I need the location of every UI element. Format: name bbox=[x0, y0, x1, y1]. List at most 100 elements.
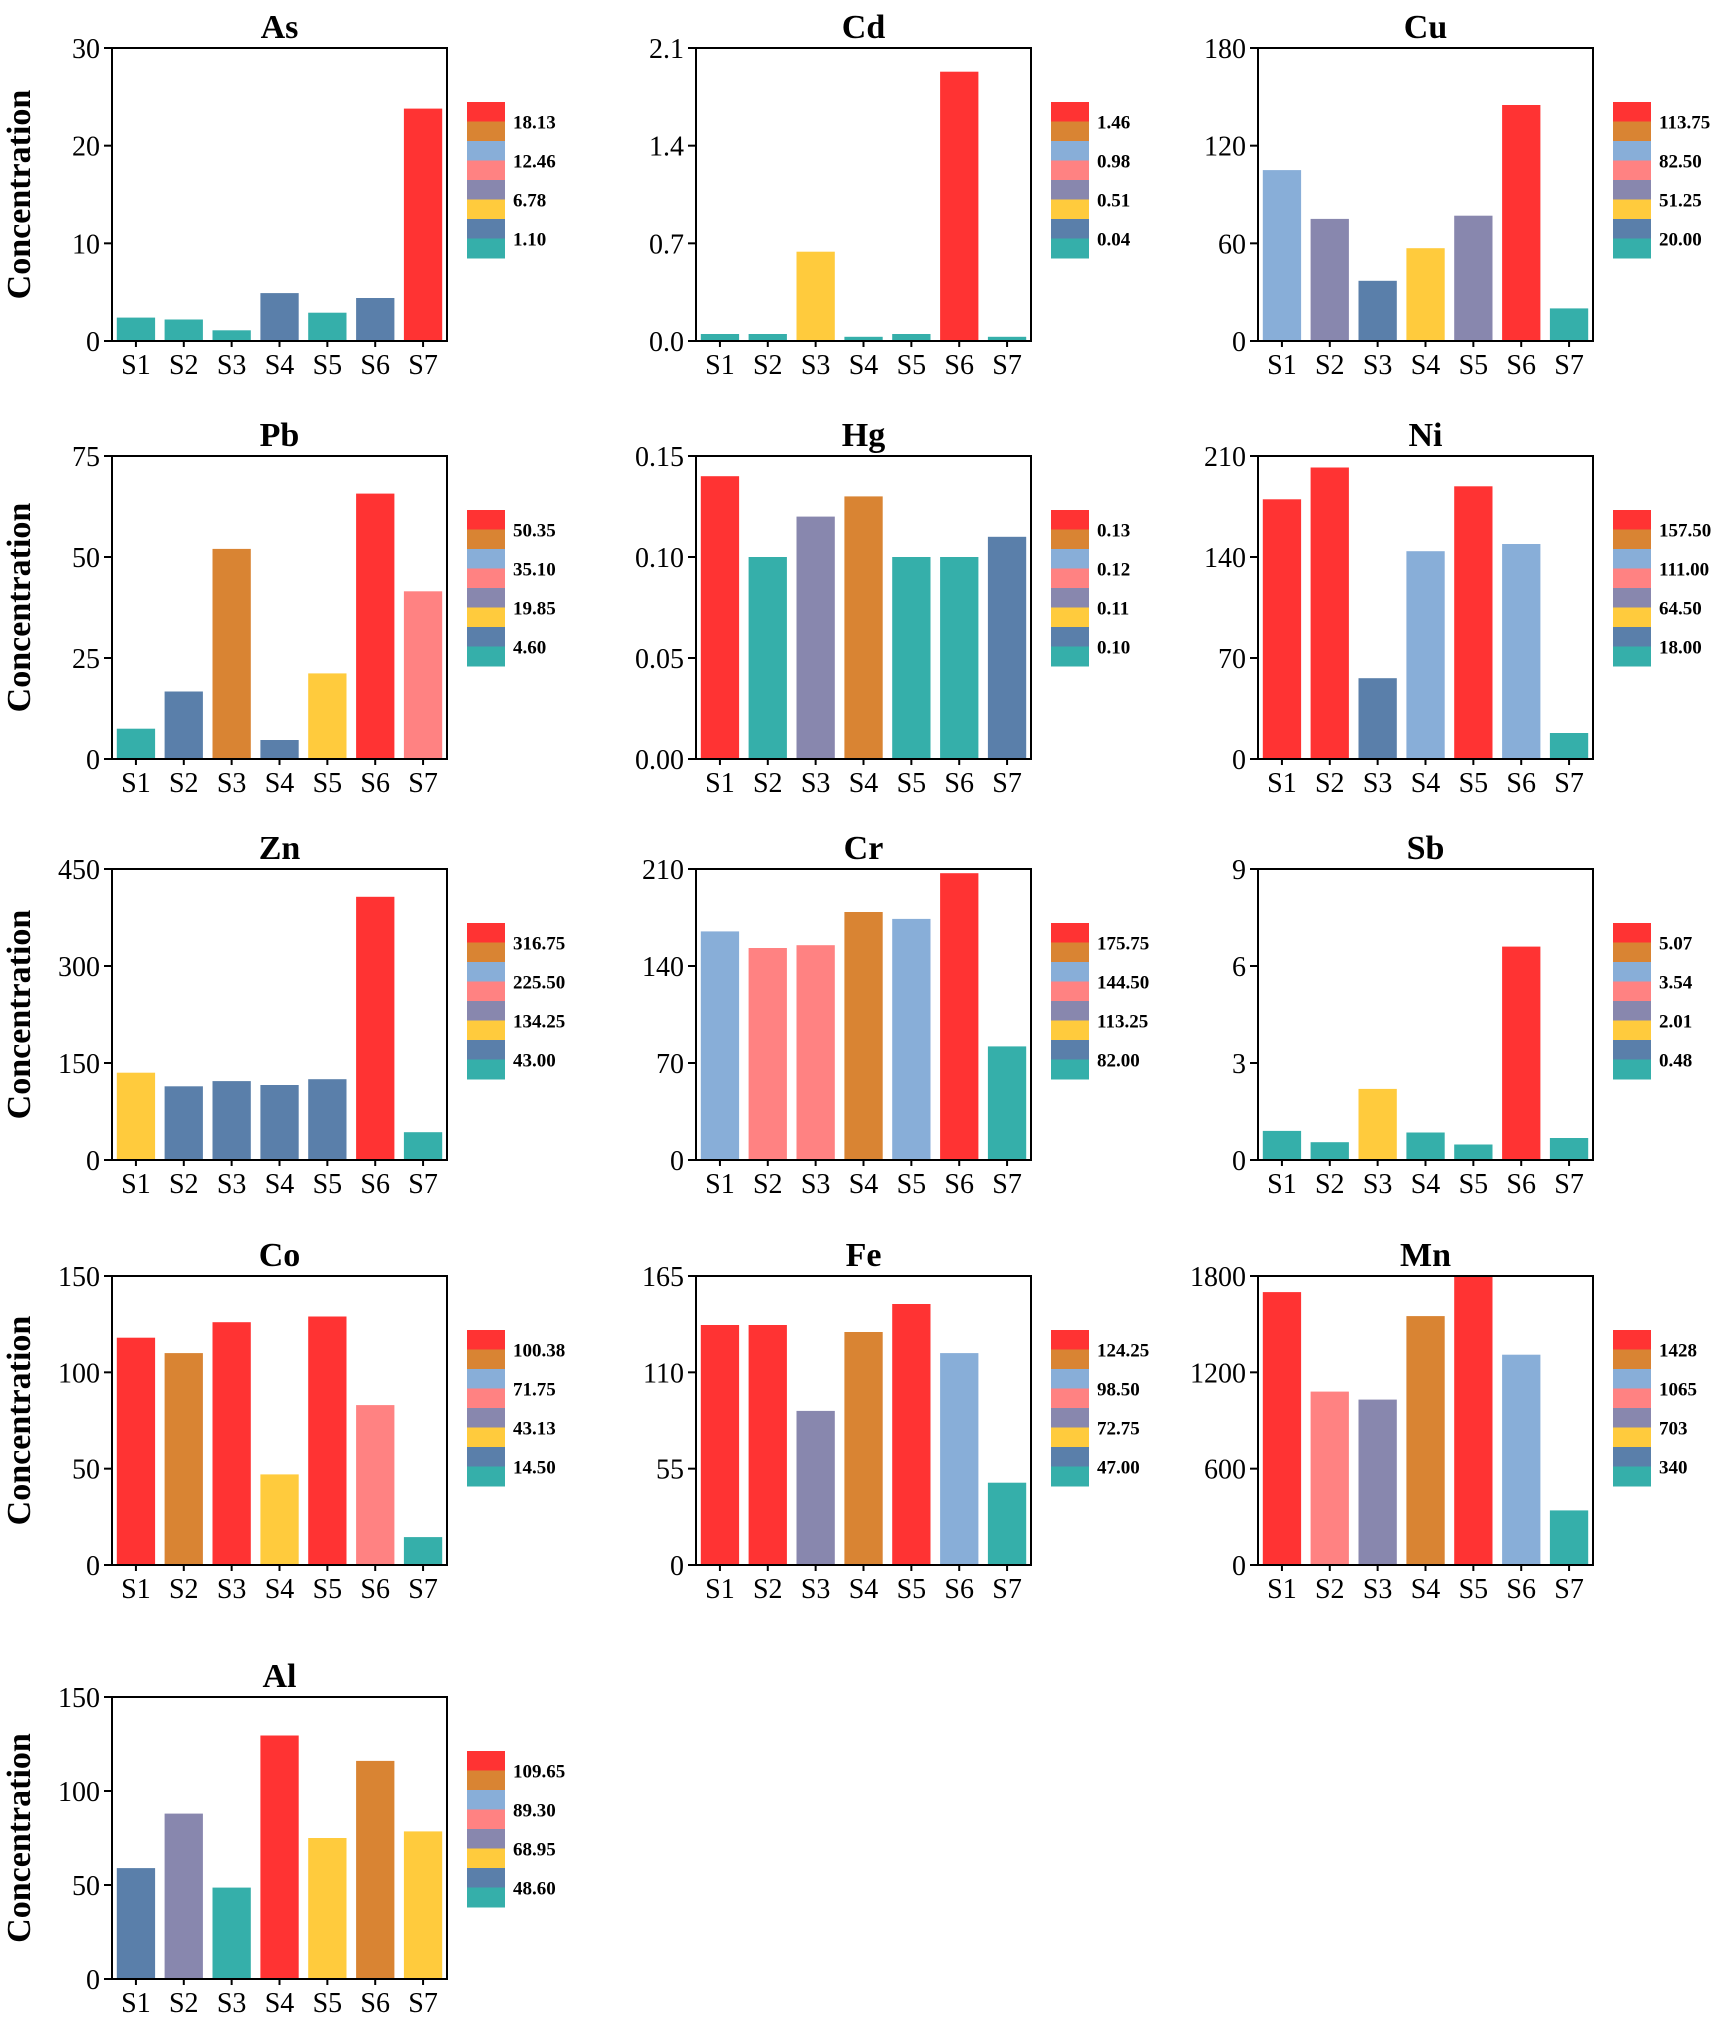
bar-s2 bbox=[164, 1086, 203, 1160]
legend-swatch-purple bbox=[467, 1001, 505, 1021]
bar-s7 bbox=[403, 1132, 443, 1160]
y-tick-label: 0.7 bbox=[649, 229, 684, 260]
bar-s1 bbox=[116, 728, 156, 759]
bar-s2 bbox=[748, 948, 787, 1160]
x-tick-label: S4 bbox=[265, 1988, 295, 2018]
y-tick-label: 2.1 bbox=[649, 34, 684, 65]
x-tick-label: S6 bbox=[944, 350, 974, 381]
legend-swatch-steelblue bbox=[1051, 627, 1089, 647]
x-tick-label: S7 bbox=[992, 1169, 1022, 1200]
x-tick-label: S6 bbox=[1506, 1169, 1536, 1200]
legend-swatch-yellow bbox=[1051, 607, 1089, 628]
legend-swatch-steelblue bbox=[1051, 1040, 1089, 1060]
y-tick-label: 0 bbox=[86, 1551, 100, 1582]
chart-panel-cu: 0 60 120 180 S1 S2 S3 S4 S5 S6 S7 Cu 113.75 82.50 51.2… bbox=[1204, 9, 1710, 381]
x-tick-label: S4 bbox=[849, 1574, 879, 1605]
x-tick-label: S4 bbox=[1411, 350, 1441, 381]
x-tick-label: S2 bbox=[169, 350, 199, 381]
legend-swatch-purple bbox=[467, 588, 505, 608]
y-tick-label: 50 bbox=[72, 543, 100, 574]
legend-swatch-pink bbox=[467, 1809, 505, 1830]
legend-swatch-orange bbox=[1613, 942, 1651, 963]
legend-value: 0.98 bbox=[1097, 152, 1130, 173]
x-tick-label: S5 bbox=[313, 1988, 343, 2018]
y-tick-label: 55 bbox=[656, 1455, 684, 1486]
legend-swatch-orange bbox=[1051, 1349, 1089, 1370]
x-tick-label: S7 bbox=[408, 768, 438, 799]
y-tick-label: 0 bbox=[86, 745, 100, 776]
y-tick-label: 60 bbox=[1218, 229, 1246, 260]
x-tick-label: S2 bbox=[753, 768, 783, 799]
y-tick-label: 0.00 bbox=[635, 745, 684, 776]
x-tick-label: S5 bbox=[313, 350, 343, 381]
legend-swatch-steelblue bbox=[467, 1040, 505, 1060]
x-tick-label: S3 bbox=[217, 350, 247, 381]
legend-value: 124.25 bbox=[1097, 1341, 1149, 1362]
legend-swatch-steelblue bbox=[1613, 627, 1651, 647]
bar-s2 bbox=[1310, 1142, 1349, 1160]
bar-s1 bbox=[1262, 1130, 1302, 1160]
bar-s7 bbox=[1549, 308, 1589, 341]
legend-swatch-lightblue bbox=[1613, 141, 1651, 161]
legend-swatch-yellow bbox=[467, 1020, 505, 1041]
legend-swatch-orange bbox=[1051, 529, 1089, 550]
bar-s4 bbox=[844, 912, 883, 1160]
bar-s7 bbox=[987, 536, 1027, 759]
bar-s7 bbox=[987, 1046, 1027, 1160]
y-axis-label: Concentration bbox=[1, 1733, 38, 1943]
x-tick-label: S4 bbox=[265, 1574, 295, 1605]
bar-s4 bbox=[1406, 551, 1445, 759]
legend-swatch-pink bbox=[1051, 160, 1089, 181]
legend-swatch-red bbox=[467, 510, 505, 530]
chart-panel-al: 0 50 100 150 S1 S2 S3 S4 S5 S6 S7 Al Concentration 10… bbox=[1, 1658, 565, 2018]
legend-value: 144.50 bbox=[1097, 973, 1149, 994]
bar-s2 bbox=[748, 334, 787, 341]
legend-value: 19.85 bbox=[513, 599, 556, 620]
legend-swatch-yellow bbox=[1051, 1427, 1089, 1448]
legend-value: 98.50 bbox=[1097, 1380, 1140, 1401]
x-tick-label: S6 bbox=[944, 1574, 974, 1605]
y-tick-label: 300 bbox=[58, 952, 100, 983]
chart-title: Zn bbox=[259, 830, 301, 867]
bar-s2 bbox=[1310, 218, 1349, 341]
bar-s5 bbox=[308, 312, 347, 341]
chart-panel-mn: 0 600 1200 1800 S1 S2 S3 S4 S5 S6 S7 Mn 1428 1065 703 3… bbox=[1190, 1237, 1697, 1605]
x-tick-label: S4 bbox=[849, 768, 879, 799]
legend-value: 100.38 bbox=[513, 1341, 565, 1362]
bar-s4 bbox=[844, 336, 883, 341]
x-tick-label: S4 bbox=[1411, 1574, 1441, 1605]
x-tick-label: S5 bbox=[1459, 768, 1489, 799]
x-tick-label: S1 bbox=[121, 768, 151, 799]
x-tick-label: S5 bbox=[1459, 1574, 1489, 1605]
legend-value: 68.95 bbox=[513, 1840, 556, 1861]
legend-swatch-steelblue bbox=[1613, 1447, 1651, 1467]
x-tick-label: S5 bbox=[897, 350, 927, 381]
y-tick-label: 110 bbox=[643, 1358, 684, 1389]
x-tick-label: S3 bbox=[1363, 350, 1393, 381]
y-tick-label: 0 bbox=[1232, 745, 1246, 776]
legend-value: 35.10 bbox=[513, 560, 556, 581]
x-tick-label: S7 bbox=[408, 350, 438, 381]
legend-swatch-lightblue bbox=[467, 141, 505, 161]
legend-swatch-red bbox=[1051, 102, 1089, 122]
legend-swatch-red bbox=[1613, 102, 1651, 122]
bar-s6 bbox=[1502, 946, 1541, 1160]
x-tick-label: S6 bbox=[360, 350, 390, 381]
x-tick-label: S3 bbox=[217, 1169, 247, 1200]
x-tick-label: S6 bbox=[1506, 768, 1536, 799]
y-axis-label: Concentration bbox=[1, 503, 38, 713]
legend-value: 50.35 bbox=[513, 521, 556, 542]
x-tick-label: S5 bbox=[897, 1574, 927, 1605]
legend-swatch-purple bbox=[1051, 180, 1089, 200]
y-tick-label: 50 bbox=[72, 1871, 100, 1902]
legend-swatch-orange bbox=[467, 942, 505, 963]
bar-s4 bbox=[260, 1735, 299, 1979]
x-tick-label: S4 bbox=[265, 1169, 295, 1200]
legend-swatch-teal bbox=[1613, 238, 1651, 259]
legend-value: 14.50 bbox=[513, 1458, 556, 1479]
x-tick-label: S2 bbox=[753, 1169, 783, 1200]
legend-swatch-lightblue bbox=[1051, 962, 1089, 982]
legend-swatch-purple bbox=[1051, 1408, 1089, 1428]
legend-swatch-pink bbox=[1613, 1388, 1651, 1409]
legend-value: 0.13 bbox=[1097, 521, 1130, 542]
